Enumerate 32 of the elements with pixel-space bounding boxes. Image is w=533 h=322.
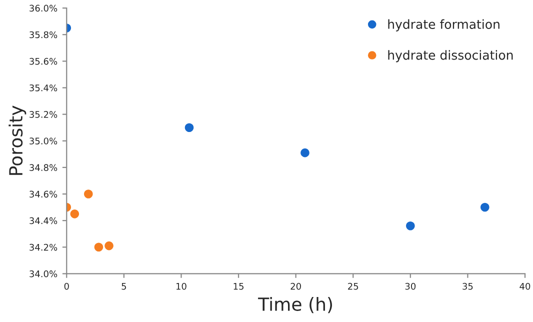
point: [104, 241, 114, 250]
y-tick-label: 36.0%: [30, 4, 58, 12]
y-tick-label: 34.6%: [30, 190, 58, 198]
point: [300, 148, 310, 158]
point: [480, 202, 490, 212]
legend-label: hydrate dissociation: [388, 50, 513, 62]
y-tick-label: 34.2%: [30, 244, 58, 251]
y-axis-title: Porosity: [8, 106, 26, 175]
x-tick-label: 20: [290, 282, 301, 290]
point: [184, 123, 194, 132]
point: [70, 210, 80, 218]
y-tick-label: 35.2%: [30, 111, 58, 118]
y-tick-label: 35.4%: [30, 84, 58, 92]
x-tick-label: 30: [405, 282, 416, 290]
x-tick-label: 5: [122, 283, 126, 290]
point: [406, 221, 415, 230]
legend-label: hydrate formation: [388, 19, 500, 32]
x-tick-label: 10: [176, 282, 186, 290]
x-axis-title: Time (h): [258, 297, 332, 314]
point: [84, 190, 93, 198]
y-tick-label: 34.8%: [30, 164, 58, 171]
x-tick-label: 15: [234, 283, 244, 290]
y-tick-label: 35.6%: [30, 58, 58, 65]
y-tick-label: 35.8%: [30, 31, 58, 38]
y-tick-label: 34.0%: [30, 270, 58, 278]
point: [94, 242, 104, 252]
x-tick-label: 25: [348, 282, 358, 290]
y-tick-label: 34.4%: [30, 217, 58, 224]
y-tick-label: 35.0%: [30, 138, 58, 144]
x-tick-label: 35: [462, 282, 473, 290]
x-tick-label: 0: [64, 282, 69, 290]
x-tick-label: 40: [520, 282, 530, 290]
